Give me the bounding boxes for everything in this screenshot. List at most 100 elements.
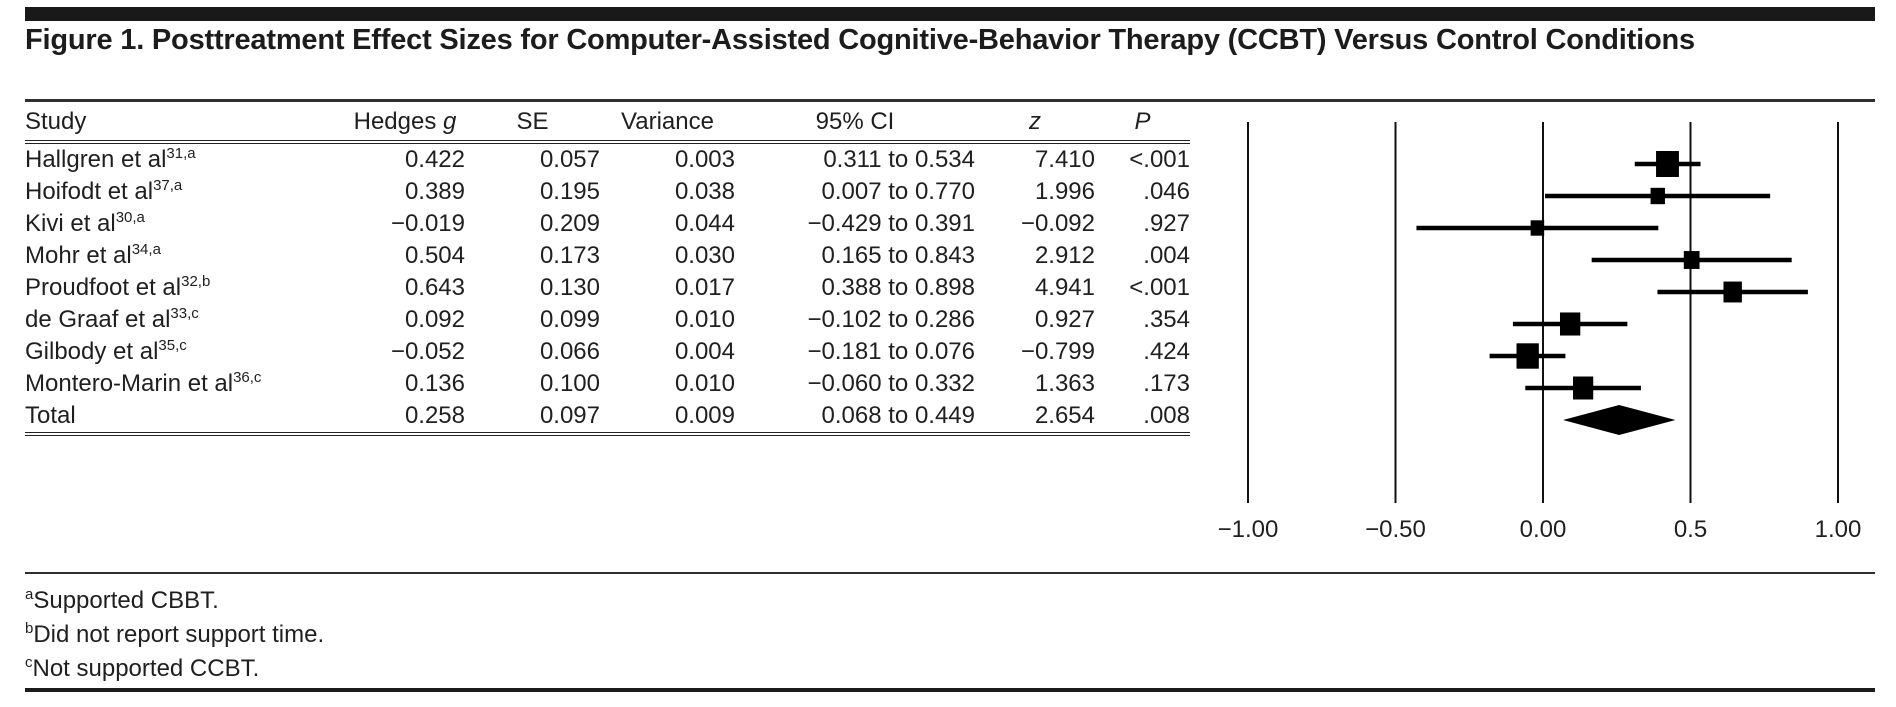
cell-g: −0.019 [390, 210, 465, 237]
study-superscript: 35,c [158, 337, 187, 354]
study-name: Montero-Marin et al36,c [25, 369, 262, 397]
cell-g: 0.643 [404, 274, 465, 301]
cell-z: 4.941 [1034, 274, 1095, 301]
cell-z: 1.363 [1034, 370, 1095, 397]
cell-z: 7.410 [1034, 146, 1095, 173]
cell-se: 0.066 [539, 338, 600, 365]
cell-p: .354 [1143, 306, 1190, 333]
effect-marker [1530, 220, 1545, 236]
cell-p: .424 [1143, 338, 1190, 365]
cell-variance: 0.038 [674, 178, 735, 205]
cell-p: .046 [1143, 178, 1190, 205]
column-header-study: Study [25, 108, 87, 135]
cell-ci: 0.311 to 0.534 [823, 146, 975, 173]
cell-g: 0.389 [404, 178, 465, 205]
cell-ci: −0.429 to 0.391 [807, 210, 975, 237]
effect-marker [1559, 312, 1581, 336]
study-name: Hoifodt et al37,a [25, 177, 183, 205]
cell-p: .004 [1143, 242, 1190, 269]
cell-se: 0.099 [539, 306, 600, 333]
x-tick-label: −0.50 [1365, 516, 1426, 543]
study-name: Total [25, 402, 76, 429]
study-name: Gilbody et al35,c [25, 337, 187, 365]
cell-z: 1.996 [1034, 178, 1095, 205]
effect-marker [1573, 376, 1594, 400]
cell-se: 0.195 [539, 178, 600, 205]
effect-size-table: Study Hedges g SE Variance 95% CI z P Hallgren… [25, 104, 1190, 436]
cell-z: 2.912 [1034, 242, 1095, 269]
table-row: Proudfoot et al32,b 0.643 0.130 0.017 0.388 … [25, 272, 1190, 304]
cell-g: 0.504 [404, 242, 465, 269]
cell-p: .008 [1143, 402, 1190, 429]
table-row: de Graaf et al33,c 0.092 0.099 0.010 −0.102 … [25, 304, 1190, 336]
cell-variance: 0.030 [674, 242, 735, 269]
cell-ci: 0.388 to 0.898 [821, 274, 975, 301]
footnote-divider [25, 572, 1875, 574]
study-name: Kivi et al30,a [25, 209, 145, 237]
forest-plot: −1.00 −0.50 0.00 0.5 1.00 [1183, 112, 1896, 558]
cell-p: .173 [1143, 370, 1190, 397]
table-body: Hallgren et al31,a 0.422 0.057 0.003 0.311 t… [25, 142, 1190, 434]
cell-z: −0.092 [1020, 210, 1095, 237]
cell-z: 0.927 [1034, 306, 1095, 333]
effect-marker [1723, 281, 1742, 303]
cell-se: 0.173 [539, 242, 600, 269]
column-header-se: SE [516, 108, 549, 135]
cell-se: 0.100 [539, 370, 600, 397]
cell-g: 0.422 [404, 146, 465, 173]
bottom-rule-bar [25, 688, 1875, 692]
study-name: Hallgren et al31,a [25, 145, 196, 173]
cell-z: −0.799 [1020, 338, 1095, 365]
study-superscript: 33,c [170, 305, 199, 322]
effect-marker [1650, 187, 1665, 205]
footnote-mark: c [25, 654, 33, 671]
x-tick-label: 1.00 [1815, 516, 1862, 543]
cell-g: 0.258 [404, 402, 465, 429]
cell-variance: 0.003 [674, 146, 735, 173]
study-superscript: 34,a [131, 241, 161, 258]
footnote-b: bDid not report support time. [25, 620, 325, 648]
table-row: Gilbody et al35,c −0.052 0.066 0.004 −0.181 … [25, 336, 1190, 368]
cell-variance: 0.004 [674, 338, 735, 365]
effect-marker [1683, 251, 1700, 269]
cell-variance: 0.017 [674, 274, 735, 301]
study-superscript: 37,a [153, 177, 183, 194]
cell-se: 0.209 [539, 210, 600, 237]
table-row: Mohr et al34,a 0.504 0.173 0.030 0.165 to 0.… [25, 240, 1190, 272]
cell-variance: 0.010 [674, 306, 735, 333]
study-superscript: 31,a [166, 145, 196, 162]
study-superscript: 36,c [233, 369, 262, 386]
cell-ci: −0.060 to 0.332 [807, 370, 975, 397]
table-row: Hoifodt et al37,a 0.389 0.195 0.038 0.007 to… [25, 176, 1190, 208]
study-superscript: 32,b [181, 273, 211, 290]
top-rule-bar [25, 7, 1875, 21]
cell-g: 0.092 [404, 306, 465, 333]
cell-p: .927 [1143, 210, 1190, 237]
cell-ci: 0.165 to 0.843 [821, 242, 975, 269]
footnote-mark: a [25, 586, 34, 603]
column-header-g: Hedges g [353, 108, 457, 135]
column-header-z: z [1029, 108, 1041, 135]
title-divider [25, 99, 1875, 102]
cell-p: <.001 [1129, 274, 1190, 301]
cell-g: −0.052 [390, 338, 465, 365]
column-header-p: P [1134, 108, 1151, 135]
total-diamond [1563, 405, 1676, 435]
study-name: Mohr et al34,a [25, 241, 161, 269]
column-header-ci: 95% CI [815, 108, 895, 135]
study-name: de Graaf et al33,c [25, 305, 199, 333]
study-superscript: 30,a [115, 209, 145, 226]
cell-variance: 0.010 [674, 370, 735, 397]
cell-p: <.001 [1129, 146, 1190, 173]
x-tick-label: 0.00 [1520, 516, 1567, 543]
study-name: Proudfoot et al32,b [25, 273, 211, 301]
table-row: Kivi et al30,a −0.019 0.209 0.044 −0.429 to … [25, 208, 1190, 240]
table-row: Montero-Marin et al36,c 0.136 0.100 0.010 −0… [25, 368, 1190, 400]
cell-se: 0.057 [539, 146, 600, 173]
cell-ci: 0.068 to 0.449 [821, 402, 975, 429]
cell-ci: −0.102 to 0.286 [807, 306, 975, 333]
column-header-variance: Variance [621, 108, 714, 135]
table-row: Hallgren et al31,a 0.422 0.057 0.003 0.311 t… [25, 142, 1190, 176]
table-header-row: Study Hedges g SE Variance 95% CI z P [25, 104, 1190, 142]
